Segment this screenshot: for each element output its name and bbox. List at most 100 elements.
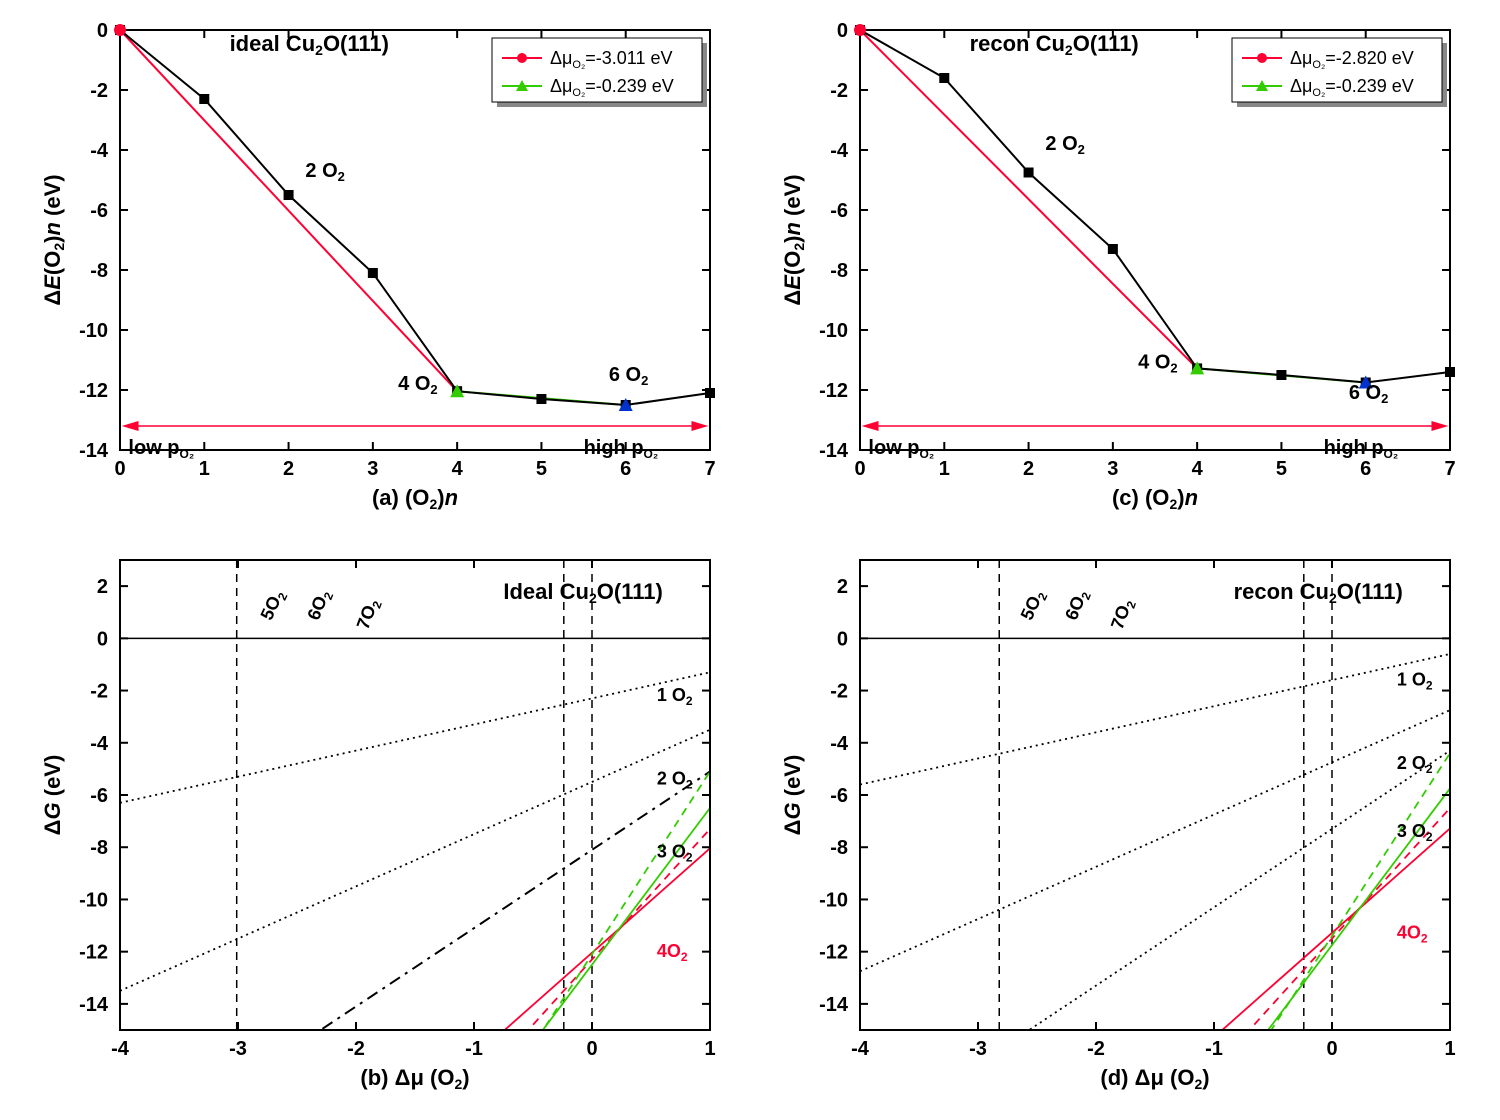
svg-text:0: 0	[97, 20, 108, 42]
svg-text:4: 4	[1192, 458, 1204, 480]
svg-text:4O2: 4O2	[1397, 923, 1428, 946]
svg-text:-10: -10	[819, 889, 848, 911]
svg-text:-6: -6	[830, 200, 848, 222]
svg-text:-3: -3	[969, 1038, 987, 1060]
svg-text:2: 2	[1023, 458, 1034, 480]
svg-text:5: 5	[1276, 458, 1287, 480]
svg-text:(d) Δμ (O2): (d) Δμ (O2)	[1100, 1065, 1209, 1092]
svg-text:0: 0	[1326, 1038, 1337, 1060]
svg-text:-2: -2	[90, 681, 108, 703]
svg-text:high pO₂: high pO₂	[584, 437, 659, 461]
svg-text:-12: -12	[819, 380, 848, 402]
svg-text:2: 2	[283, 458, 294, 480]
svg-text:ΔμO₂=-0.239 eV: ΔμO₂=-0.239 eV	[550, 76, 674, 99]
svg-text:1: 1	[704, 1038, 715, 1060]
figure-grid: 01234567-14-12-10-8-6-4-20(a) (O2)nΔE(O2…	[0, 0, 1500, 1120]
panel-c: 01234567-14-12-10-8-6-4-20(c) (O2)nΔE(O2…	[770, 10, 1470, 520]
svg-text:-2: -2	[347, 1038, 365, 1060]
svg-text:1: 1	[939, 458, 950, 480]
svg-text:ΔE(O2)n (eV): ΔE(O2)n (eV)	[40, 174, 67, 305]
svg-text:6 O2: 6 O2	[1349, 382, 1388, 406]
svg-text:low pO₂: low pO₂	[128, 437, 194, 461]
svg-text:1 O2: 1 O2	[657, 685, 693, 708]
svg-text:ΔμO₂=-3.011 eV: ΔμO₂=-3.011 eV	[550, 48, 672, 71]
svg-text:4: 4	[452, 458, 464, 480]
svg-text:recon Cu2O(111): recon Cu2O(111)	[1234, 579, 1403, 606]
svg-text:0: 0	[586, 1038, 597, 1060]
svg-text:-1: -1	[465, 1038, 483, 1060]
svg-text:ΔE(O2)n (eV): ΔE(O2)n (eV)	[780, 174, 807, 305]
svg-text:-2: -2	[830, 80, 848, 102]
xlabel: (a) (O2)n	[372, 485, 458, 512]
svg-text:ΔG (eV): ΔG (eV)	[780, 755, 805, 836]
svg-text:7O2: 7O2	[353, 596, 385, 633]
svg-text:-2: -2	[1087, 1038, 1105, 1060]
panel-a: 01234567-14-12-10-8-6-4-20(a) (O2)nΔE(O2…	[30, 10, 730, 520]
svg-text:-3: -3	[229, 1038, 247, 1060]
svg-text:-14: -14	[79, 994, 109, 1016]
svg-text:6: 6	[620, 458, 631, 480]
svg-text:-10: -10	[79, 320, 108, 342]
svg-text:-4: -4	[830, 140, 849, 162]
svg-text:-4: -4	[90, 733, 109, 755]
svg-text:-14: -14	[819, 994, 849, 1016]
svg-text:-12: -12	[79, 380, 108, 402]
svg-text:-4: -4	[90, 140, 109, 162]
svg-text:3 O2: 3 O2	[657, 842, 693, 865]
svg-text:1: 1	[199, 458, 210, 480]
svg-text:-10: -10	[819, 320, 848, 342]
svg-text:-4: -4	[111, 1038, 130, 1060]
svg-text:0: 0	[837, 20, 848, 42]
svg-text:-6: -6	[90, 785, 108, 807]
svg-text:-10: -10	[79, 889, 108, 911]
svg-text:2 O2: 2 O2	[1045, 133, 1084, 157]
svg-text:-12: -12	[79, 942, 108, 964]
svg-text:ΔμO₂=-2.820 eV: ΔμO₂=-2.820 eV	[1290, 48, 1414, 71]
svg-text:2 O2: 2 O2	[657, 769, 693, 792]
svg-text:5O2: 5O2	[257, 586, 291, 624]
svg-text:0: 0	[837, 628, 848, 650]
svg-text:3: 3	[367, 458, 378, 480]
svg-text:(b) Δμ (O2): (b) Δμ (O2)	[360, 1065, 469, 1092]
svg-text:4 O2: 4 O2	[398, 373, 437, 397]
svg-text:Ideal Cu2O(111): Ideal Cu2O(111)	[503, 579, 662, 606]
svg-text:4 O2: 4 O2	[1138, 351, 1177, 375]
svg-text:3: 3	[1107, 458, 1118, 480]
svg-text:5O2: 5O2	[1017, 586, 1051, 624]
svg-text:-14: -14	[79, 440, 109, 462]
xlabel: (c) (O2)n	[1112, 485, 1198, 512]
svg-text:ΔG (eV): ΔG (eV)	[40, 755, 65, 836]
svg-text:7: 7	[1444, 458, 1455, 480]
panel-title: recon Cu2O(111)	[970, 31, 1139, 58]
svg-text:-6: -6	[90, 200, 108, 222]
svg-text:-8: -8	[90, 837, 108, 859]
svg-text:1: 1	[1444, 1038, 1455, 1060]
svg-text:-6: -6	[830, 785, 848, 807]
svg-text:6O2: 6O2	[303, 587, 336, 624]
panel-title: ideal Cu2O(111)	[230, 31, 389, 58]
svg-text:1 O2: 1 O2	[1397, 669, 1433, 692]
svg-text:6: 6	[1360, 458, 1371, 480]
panel-d: -4-3-2-101-14-12-10-8-6-4-202(d) Δμ (O2)…	[770, 540, 1470, 1100]
svg-text:-2: -2	[830, 681, 848, 703]
svg-text:6 O2: 6 O2	[609, 364, 648, 388]
svg-text:-8: -8	[830, 260, 848, 282]
svg-text:low pO₂: low pO₂	[868, 437, 934, 461]
svg-text:3 O2: 3 O2	[1397, 821, 1433, 844]
svg-text:-4: -4	[830, 733, 849, 755]
svg-text:0: 0	[97, 628, 108, 650]
svg-text:2 O2: 2 O2	[1397, 753, 1433, 776]
svg-text:6O2: 6O2	[1061, 587, 1094, 624]
svg-text:2 O2: 2 O2	[305, 160, 344, 184]
svg-text:-1: -1	[1205, 1038, 1223, 1060]
svg-text:0: 0	[114, 458, 125, 480]
svg-text:2: 2	[837, 576, 848, 598]
svg-text:ΔμO₂=-0.239 eV: ΔμO₂=-0.239 eV	[1290, 76, 1414, 99]
svg-text:high pO₂: high pO₂	[1324, 437, 1399, 461]
panel-b: -4-3-2-101-14-12-10-8-6-4-202(b) Δμ (O2)…	[30, 540, 730, 1100]
svg-text:5: 5	[536, 458, 547, 480]
svg-text:-2: -2	[90, 80, 108, 102]
svg-text:-8: -8	[90, 260, 108, 282]
svg-text:-4: -4	[851, 1038, 870, 1060]
svg-text:2: 2	[97, 576, 108, 598]
